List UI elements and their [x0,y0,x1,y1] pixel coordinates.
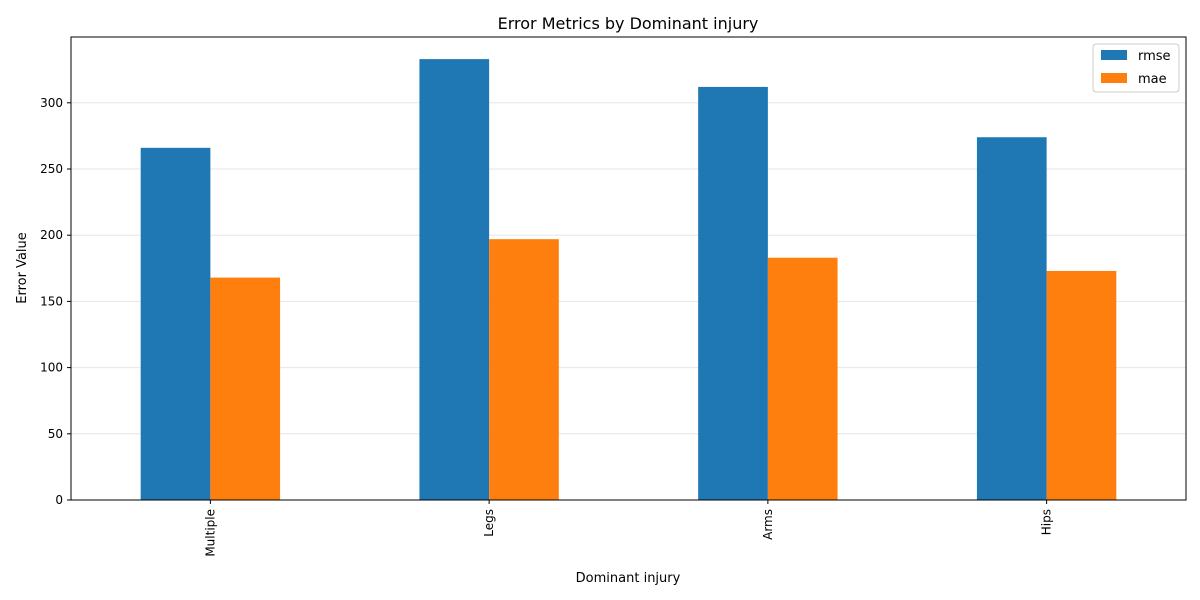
y-axis-label: Error Value [15,232,30,304]
x-tick-label-arms: Arms [761,509,775,540]
x-tick-label-multiple: Multiple [203,509,217,557]
bar-mae-arms [767,257,838,500]
bar-mae-multiple [210,277,281,500]
bar-rmse-multiple [140,147,211,501]
y-tick-label: 150 [40,294,63,308]
legend-label-mae: mae [1138,72,1167,87]
y-axis-ticks: 0 50 100 150 200 250 300 [40,96,71,507]
y-tick-label: 50 [48,427,63,441]
y-tick-label: 300 [40,96,63,110]
legend: rmse mae [1092,43,1180,93]
y-tick-label: 250 [40,162,63,176]
chart-title: Error Metrics by Dominant injury [498,14,759,33]
bar-rmse-hips [976,137,1047,500]
legend-swatch-mae [1101,73,1127,83]
bar-mae-legs [489,239,559,500]
x-axis-label: Dominant injury [576,571,681,586]
legend-label-rmse: rmse [1138,49,1171,64]
y-tick-label: 100 [40,361,63,375]
bars [140,59,1117,501]
bar-rmse-legs [419,59,490,501]
x-tick-label-legs: Legs [482,509,496,537]
bar-mae-hips [1046,270,1117,500]
x-axis-ticks: Multiple Legs Arms Hips [203,500,1054,557]
legend-swatch-rmse [1101,50,1127,60]
y-tick-label: 0 [55,493,63,507]
y-tick-label: 200 [40,228,63,242]
x-tick-label-hips: Hips [1040,509,1054,535]
bar-rmse-arms [698,86,768,501]
plot-frame [70,36,1187,501]
